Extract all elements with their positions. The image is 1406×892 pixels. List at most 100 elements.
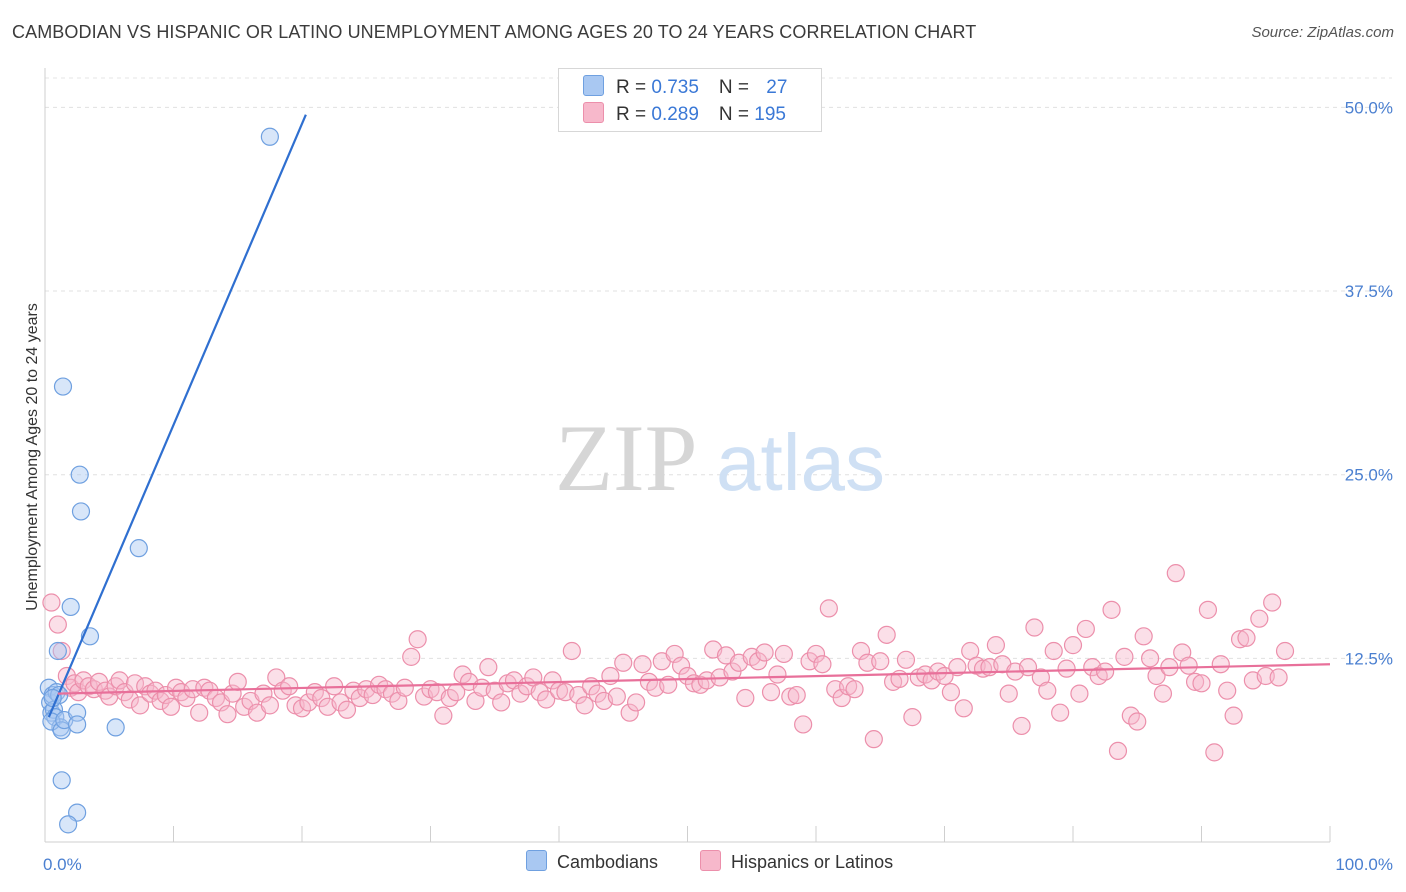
data-point [864, 730, 883, 749]
data-point [53, 377, 73, 396]
watermark-atlas: atlas [716, 418, 885, 507]
data-point [492, 693, 511, 712]
data-point [1128, 712, 1147, 731]
legend-n-value: 27 [766, 77, 788, 98]
data-point [1063, 636, 1083, 655]
data-point [1237, 628, 1256, 647]
trend-line-hispanics [57, 663, 1331, 695]
data-point [71, 502, 91, 521]
data-point [794, 715, 813, 734]
data-point [1269, 668, 1288, 687]
data-point [543, 671, 562, 690]
legend-n-label: N = [718, 104, 755, 125]
bottom-legend-cambodians: Cambodians [526, 850, 658, 873]
bottom-legend-hispanics: Hispanics or Latinos [700, 850, 893, 873]
data-point [402, 647, 421, 666]
legend-n-label: N = [718, 77, 755, 98]
data-point [511, 684, 530, 703]
data-point [736, 688, 755, 708]
legend-r-value: 0.289 [651, 104, 699, 125]
data-point [190, 703, 209, 722]
data-point [665, 644, 684, 664]
data-point [768, 665, 787, 684]
data-point [1102, 600, 1121, 619]
data-point [1134, 627, 1153, 646]
data-point [1044, 641, 1063, 661]
data-point [935, 666, 954, 686]
data-point [79, 677, 98, 696]
data-point [781, 687, 800, 706]
data-point [1179, 656, 1198, 675]
data-point [141, 684, 160, 703]
data-point [61, 597, 80, 617]
data-point [70, 465, 89, 484]
data-point [787, 685, 806, 705]
data-point [986, 636, 1006, 655]
bottom-legend-label: Cambodians [557, 852, 659, 872]
legend-row-hispanics: R = 0.289 N = 195 [583, 102, 786, 126]
data-point [1153, 684, 1173, 703]
data-point [52, 641, 71, 661]
data-point [633, 655, 652, 674]
data-point [1198, 600, 1218, 619]
data-point [172, 683, 191, 702]
data-point [671, 656, 691, 675]
data-point [562, 641, 581, 661]
legend-r-label: R = [616, 77, 652, 98]
data-point [408, 630, 427, 649]
legend-swatch-cambodians [583, 75, 604, 96]
data-point [1051, 703, 1070, 722]
y-tick-label: 50.0% [1345, 98, 1393, 117]
y-axis-label: Unemployment Among Ages 20 to 24 years [24, 303, 41, 611]
tick-labels: 12.5% 25.0% 37.5% 50.0% 0.0% 100.0% [43, 98, 1393, 874]
data-point [620, 703, 639, 722]
legend-r-label: R = [616, 104, 652, 125]
bottom-swatch-cambodians [526, 850, 547, 871]
data-point [1140, 649, 1160, 668]
data-point [1192, 674, 1211, 693]
chart-title: CAMBODIAN VS HISPANIC OR LATINO UNEMPLOY… [12, 22, 977, 42]
x-tick-label-min: 0.0% [43, 855, 82, 874]
data-point [106, 718, 125, 737]
data-point [260, 696, 279, 715]
bottom-swatch-hispanics [700, 850, 721, 871]
y-tick-label: 12.5% [1345, 649, 1393, 668]
legend-n-value: 195 [754, 104, 786, 125]
data-point [280, 677, 299, 696]
y-tick-label: 25.0% [1345, 466, 1393, 485]
data-point [774, 644, 793, 664]
data-point [48, 615, 67, 634]
data-point [948, 658, 967, 677]
data-point [59, 815, 78, 834]
data-point [228, 672, 247, 691]
data-point [1108, 741, 1128, 761]
data-point [845, 680, 864, 699]
data-point [903, 708, 922, 727]
data-point [331, 693, 350, 712]
data-point [48, 641, 67, 661]
axes [44, 68, 1331, 843]
data-point [479, 658, 498, 677]
data-point [1012, 716, 1031, 736]
data-point [1076, 619, 1095, 639]
data-point [819, 599, 838, 618]
data-point [218, 705, 237, 724]
data-point [42, 593, 61, 612]
data-point [537, 690, 556, 709]
stats-legend: R = 0.735 N = 27 R = 0.289 N = 195 [558, 68, 822, 132]
data-point [871, 652, 890, 671]
data-point [130, 696, 150, 715]
bottom-legend-label: Hispanics or Latinos [731, 852, 894, 872]
data-point [1057, 659, 1076, 678]
data-point [832, 688, 851, 708]
data-point [588, 684, 607, 703]
legend-r-value: 0.735 [651, 77, 699, 98]
data-point [110, 671, 129, 690]
data-point [851, 641, 871, 661]
data-point [569, 685, 588, 705]
trend-line-cambodians [47, 114, 307, 718]
data-point [575, 696, 594, 715]
data-point [52, 771, 71, 790]
data-point [337, 700, 357, 719]
